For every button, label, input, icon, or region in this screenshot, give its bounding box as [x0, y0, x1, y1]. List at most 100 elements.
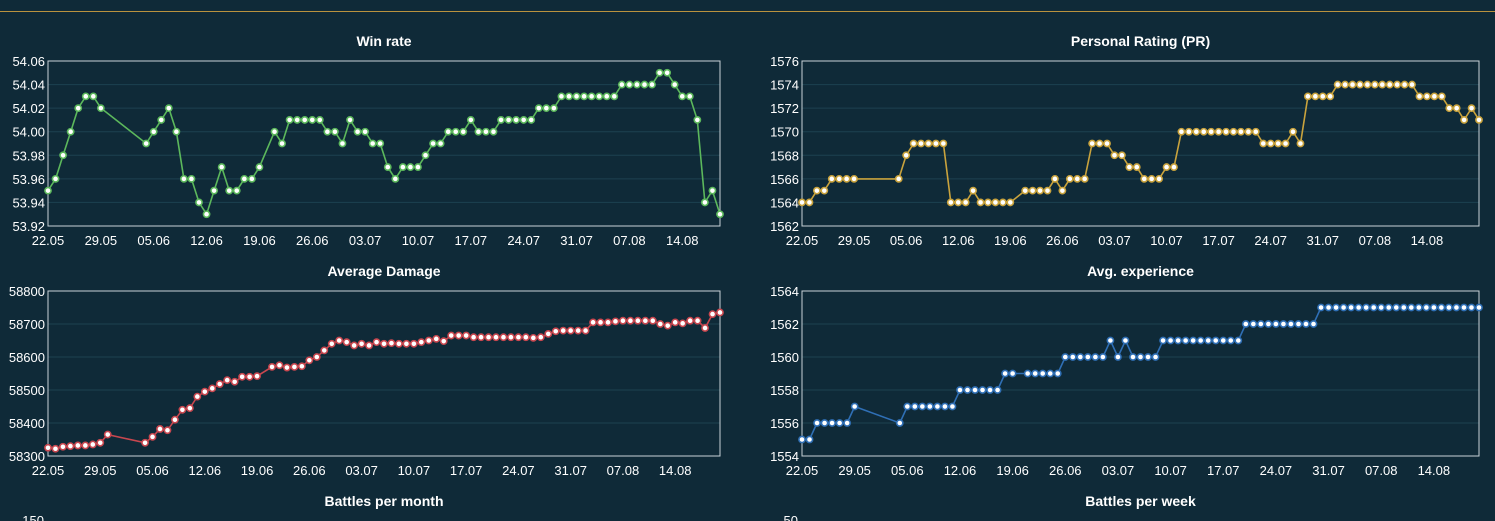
data-point[interactable]: [297, 362, 306, 371]
data-point[interactable]: [1445, 303, 1453, 312]
data-point[interactable]: [1408, 80, 1416, 89]
data-point[interactable]: [1106, 336, 1115, 345]
data-point[interactable]: [626, 316, 635, 325]
data-point[interactable]: [96, 104, 105, 113]
data-point[interactable]: [910, 402, 919, 411]
data-point[interactable]: [617, 80, 626, 89]
data-point[interactable]: [195, 198, 203, 207]
data-point[interactable]: [850, 402, 859, 411]
data-point[interactable]: [693, 316, 702, 325]
data-point[interactable]: [200, 387, 209, 396]
data-point[interactable]: [835, 419, 844, 427]
data-point[interactable]: [342, 338, 351, 347]
data-point[interactable]: [1006, 198, 1015, 207]
data-point[interactable]: [484, 333, 493, 342]
data-point[interactable]: [708, 310, 717, 318]
data-point[interactable]: [595, 92, 604, 101]
data-point[interactable]: [504, 116, 513, 124]
data-point[interactable]: [986, 386, 994, 394]
data-point[interactable]: [171, 415, 179, 424]
data-point[interactable]: [1068, 353, 1077, 361]
data-point[interactable]: [305, 356, 314, 365]
data-point[interactable]: [73, 441, 82, 450]
data-point[interactable]: [482, 127, 490, 136]
data-point[interactable]: [1076, 353, 1085, 361]
data-point[interactable]: [103, 430, 112, 439]
data-point[interactable]: [409, 339, 418, 348]
data-point[interactable]: [1385, 80, 1394, 89]
data-point[interactable]: [1051, 174, 1059, 183]
data-point[interactable]: [1083, 353, 1092, 361]
data-point[interactable]: [391, 174, 400, 183]
data-point[interactable]: [497, 116, 505, 124]
data-point[interactable]: [1204, 336, 1213, 345]
data-point[interactable]: [1103, 139, 1111, 148]
data-point[interactable]: [51, 444, 60, 453]
data-point[interactable]: [1132, 163, 1141, 171]
data-point[interactable]: [1181, 336, 1190, 345]
data-point[interactable]: [466, 116, 475, 124]
data-point[interactable]: [141, 438, 149, 447]
data-point[interactable]: [1207, 127, 1216, 136]
data-point[interactable]: [253, 372, 261, 381]
data-point[interactable]: [312, 353, 321, 361]
data-point[interactable]: [436, 139, 445, 148]
data-point[interactable]: [315, 116, 324, 124]
data-point[interactable]: [327, 339, 336, 348]
data-point[interactable]: [640, 80, 649, 89]
data-point[interactable]: [1159, 336, 1167, 345]
data-point[interactable]: [828, 419, 836, 427]
data-point[interactable]: [842, 174, 851, 183]
data-point[interactable]: [542, 104, 551, 113]
data-point[interactable]: [1309, 320, 1318, 328]
data-point[interactable]: [961, 198, 970, 207]
data-point[interactable]: [1162, 163, 1171, 171]
data-point[interactable]: [1114, 353, 1122, 361]
data-point[interactable]: [1356, 80, 1364, 89]
data-point[interactable]: [1452, 303, 1461, 312]
data-point[interactable]: [805, 435, 814, 444]
data-point[interactable]: [383, 163, 392, 171]
data-point[interactable]: [414, 163, 422, 171]
data-point[interactable]: [44, 443, 52, 452]
data-point[interactable]: [1339, 303, 1348, 312]
data-point[interactable]: [544, 329, 553, 338]
data-point[interactable]: [148, 432, 157, 441]
data-point[interactable]: [398, 163, 407, 171]
data-point[interactable]: [1043, 186, 1052, 195]
data-point[interactable]: [1400, 80, 1409, 89]
data-point[interactable]: [1088, 139, 1097, 148]
data-point[interactable]: [1229, 127, 1238, 136]
data-point[interactable]: [346, 116, 354, 124]
data-point[interactable]: [89, 92, 98, 101]
data-point[interactable]: [633, 80, 641, 89]
data-point[interactable]: [514, 333, 523, 342]
data-point[interactable]: [1437, 303, 1446, 312]
data-point[interactable]: [1362, 303, 1371, 312]
data-point[interactable]: [507, 333, 515, 342]
data-point[interactable]: [700, 198, 709, 207]
data-point[interactable]: [66, 442, 75, 450]
data-point[interactable]: [1151, 353, 1160, 361]
data-point[interactable]: [619, 316, 627, 325]
data-point[interactable]: [88, 440, 97, 449]
data-point[interactable]: [956, 386, 964, 394]
data-point[interactable]: [529, 333, 538, 342]
data-point[interactable]: [429, 139, 437, 148]
data-point[interactable]: [300, 116, 309, 124]
data-point[interactable]: [320, 346, 329, 355]
data-point[interactable]: [1423, 92, 1431, 101]
data-point[interactable]: [1166, 336, 1175, 345]
data-point[interactable]: [1294, 320, 1303, 328]
data-point[interactable]: [1289, 127, 1297, 136]
data-point[interactable]: [1155, 174, 1163, 183]
data-point[interactable]: [596, 318, 605, 327]
data-point[interactable]: [557, 92, 566, 101]
data-point[interactable]: [417, 338, 426, 347]
data-point[interactable]: [1036, 186, 1044, 195]
data-point[interactable]: [402, 339, 411, 348]
data-point[interactable]: [278, 139, 286, 148]
data-point[interactable]: [1118, 151, 1126, 160]
data-point[interactable]: [1378, 80, 1387, 89]
data-point[interactable]: [843, 419, 852, 427]
